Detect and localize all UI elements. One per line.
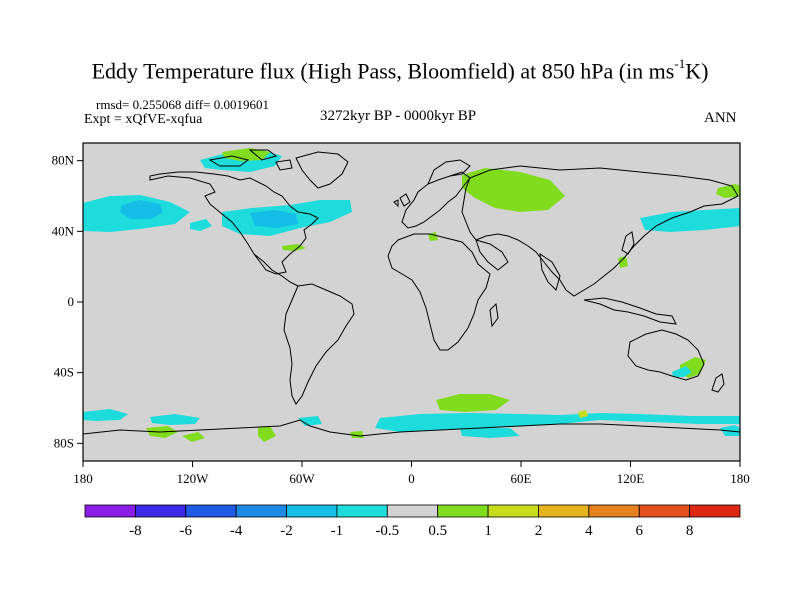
colorbar-label: -1: [331, 523, 344, 539]
colorbar-label: -8: [129, 523, 142, 539]
anomaly-southern-ocean-green-1: [436, 394, 510, 412]
coast-indonesia: [583, 297, 677, 325]
colorbar-label: -4: [230, 523, 243, 539]
plot-title: Eddy Temperature flux (High Pass, Bloomf…: [0, 56, 800, 84]
anomaly-ne-pacific-cyan: [190, 219, 212, 231]
lat-tick-label: 0: [68, 294, 75, 309]
colorbar-label: 4: [585, 523, 593, 539]
colorbar-label: 8: [686, 523, 694, 539]
colorbar-swatch: [386, 504, 439, 518]
lon-axis: 180 120W 60W 0 60E 120E 180: [73, 461, 750, 486]
colorbar-swatch: [689, 504, 741, 518]
anomaly-southern-ocean-cyan-4: [375, 413, 740, 432]
anomaly-nw-pacific-cyan: [640, 208, 740, 232]
anomaly-greenland-green: [222, 148, 270, 161]
anomaly-siberia-green: [462, 168, 565, 212]
anomaly-japan-green: [618, 256, 628, 268]
lat-tick-label: 80N: [52, 153, 75, 168]
lon-tick-label: 120E: [617, 471, 645, 486]
lon-tick-label: 0: [408, 471, 415, 486]
colorbar-swatch: [134, 504, 187, 518]
anomaly-antarctic-cyan: [460, 428, 520, 438]
coast-asia: [461, 165, 739, 297]
anomaly-southern-ocean-cyan-3: [298, 416, 322, 426]
coast-new-zealand: [711, 373, 725, 393]
lon-tick-label: 180: [73, 471, 93, 486]
lon-tick-label: 180: [730, 471, 750, 486]
coast-british-isles: [393, 193, 411, 208]
anomaly-southern-ocean-green-3: [182, 432, 205, 442]
coast-india: [539, 252, 561, 291]
anomaly-southern-ocean-cyan-2: [150, 414, 200, 425]
coast-scandinavia: [427, 159, 471, 185]
coast-europe: [401, 171, 471, 229]
anomaly-southern-ocean-yellow: [578, 410, 588, 418]
colorbar-label: 0.5: [428, 523, 447, 539]
coast-north-america: [149, 171, 319, 275]
lat-tick-label: 40S: [54, 365, 74, 380]
map-background: [83, 143, 740, 461]
coast-arctic-islands: [208, 149, 293, 171]
colorbar-label: 6: [635, 523, 643, 539]
lat-tick-label: 40N: [52, 223, 75, 238]
colorbar-swatch: [286, 504, 338, 518]
colorbar-label: 2: [535, 523, 543, 539]
colorbar-swatch: [336, 504, 388, 518]
coast-greenland: [295, 151, 349, 189]
coast-japan: [621, 231, 635, 255]
anomaly-north-america-blue: [250, 210, 298, 228]
colorbar-swatch: [638, 504, 691, 518]
coast-australia: [627, 329, 705, 381]
colorbar-label: 1: [484, 523, 492, 539]
lat-tick-label: 80S: [54, 435, 74, 450]
season-label: ANN: [704, 110, 737, 126]
colorbar-swatch: [437, 504, 489, 518]
colorbar-swatch: [487, 504, 539, 518]
colorbar-label: -0.5: [375, 523, 399, 539]
rmsd-stats: rmsd= 0.255068 diff= 0.0019601: [96, 97, 269, 112]
colorbar-label: -2: [280, 523, 293, 539]
period-label: 3272kyr BP - 0000kyr BP: [320, 108, 477, 124]
anomaly-southern-ocean-cyan-1: [83, 409, 128, 421]
colorbar: -8 -6 -4 -2 -1 -0.5 0.5 1 2 4 6 8: [84, 504, 741, 539]
title-unit-end: K): [685, 58, 709, 84]
colorbar-swatch: [235, 504, 287, 518]
coast-arabia: [475, 239, 509, 271]
experiment-label: Expt = xQfVE-xqfua: [84, 112, 203, 127]
coast-madagascar: [489, 302, 499, 328]
colorbar-swatch: [185, 504, 237, 518]
anomaly-southern-ocean-green-4: [258, 426, 276, 442]
lon-tick-label: 60W: [289, 471, 315, 486]
anomaly-australia-cyan: [672, 366, 692, 377]
coast-antarctica: [82, 419, 741, 437]
coastlines: [82, 149, 741, 437]
colorbar-label: -6: [180, 523, 193, 539]
anomaly-ne-asia-green: [716, 184, 740, 198]
title-superscript: -1: [674, 56, 686, 71]
coast-central-america: [253, 253, 299, 287]
lat-axis: 80N 40N 0 40S 80S: [52, 153, 83, 450]
lon-tick-label: 120W: [177, 471, 210, 486]
colorbar-swatch: [588, 504, 640, 518]
title-main: Eddy Temperature flux (High Pass, Bloomf…: [91, 58, 675, 84]
lon-tick-label: 60E: [511, 471, 532, 486]
colorbar-swatch: [538, 504, 590, 518]
anomaly-north-pacific-blue: [120, 200, 163, 219]
coast-south-america: [283, 283, 355, 405]
colorbar-swatch: [84, 504, 136, 518]
coast-africa: [387, 233, 491, 351]
